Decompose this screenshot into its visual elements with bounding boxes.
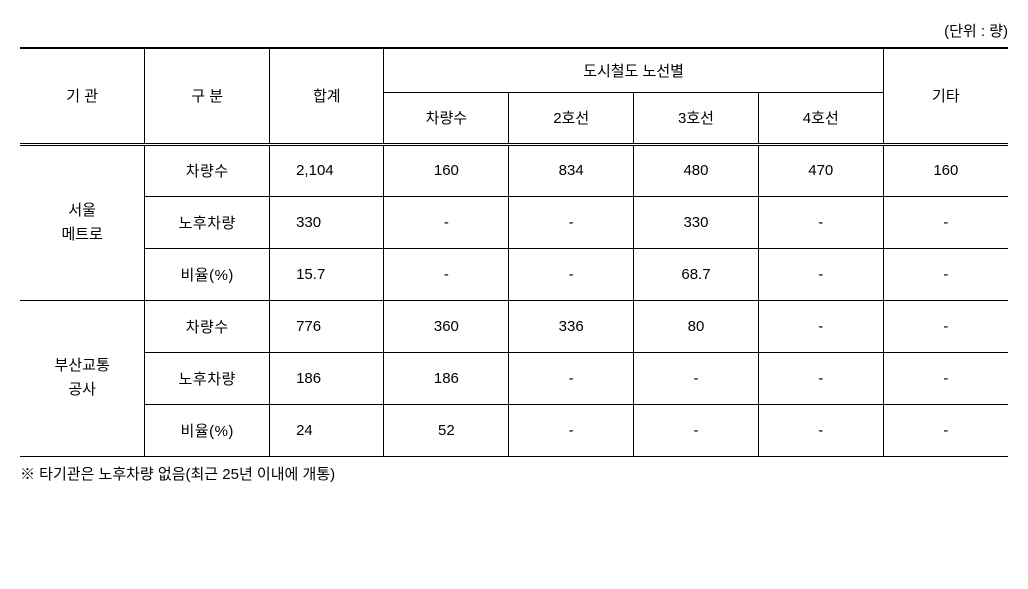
val-total: 24 — [270, 404, 384, 456]
val-total: 15.7 — [270, 248, 384, 300]
hdr-line-group: 도시철도 노선별 — [384, 48, 883, 92]
hdr-sub3: 3호선 — [634, 92, 759, 144]
table-body: 서울 메트로 차량수 2,104 160 834 480 470 160 노후차… — [20, 144, 1008, 456]
org-line2: 공사 — [68, 381, 96, 398]
hdr-etc: 기타 — [883, 48, 1008, 144]
cat-cell: 비율(%) — [145, 248, 270, 300]
org-line1: 서울 — [68, 202, 96, 219]
val-c3: 80 — [634, 300, 759, 352]
table-row: 부산교통 공사 차량수 776 360 336 80 - - — [20, 300, 1008, 352]
table-row: 노후차량 330 - - 330 - - — [20, 196, 1008, 248]
org-cell: 부산교통 공사 — [20, 300, 145, 456]
cat-cell: 비율(%) — [145, 404, 270, 456]
hdr-org: 기 관 — [20, 48, 145, 144]
val-c2: 834 — [509, 144, 634, 196]
val-c4: - — [758, 300, 883, 352]
unit-label: (단위 : 량) — [20, 20, 1008, 41]
hdr-sub1: 차량수 — [384, 92, 509, 144]
cat-cell: 노후차량 — [145, 196, 270, 248]
val-etc: - — [883, 248, 1008, 300]
table-row: 서울 메트로 차량수 2,104 160 834 480 470 160 — [20, 144, 1008, 196]
val-c1: 52 — [384, 404, 509, 456]
val-etc: - — [883, 352, 1008, 404]
val-c1: - — [384, 196, 509, 248]
table-container: (단위 : 량) 기 관 구 분 합계 도시철도 노선별 기타 차량수 2호선 … — [20, 20, 1008, 484]
val-c1: 360 — [384, 300, 509, 352]
data-table: 기 관 구 분 합계 도시철도 노선별 기타 차량수 2호선 3호선 4호선 서… — [20, 47, 1008, 457]
val-c3: - — [634, 404, 759, 456]
hdr-category: 구 분 — [145, 48, 270, 144]
val-c3: - — [634, 352, 759, 404]
val-etc: - — [883, 196, 1008, 248]
table-row: 비율(%) 15.7 - - 68.7 - - — [20, 248, 1008, 300]
cat-cell: 차량수 — [145, 144, 270, 196]
hdr-total: 합계 — [270, 48, 384, 144]
hdr-sub4: 4호선 — [758, 92, 883, 144]
val-total: 186 — [270, 352, 384, 404]
val-c2: 336 — [509, 300, 634, 352]
val-c4: - — [758, 248, 883, 300]
cat-cell: 노후차량 — [145, 352, 270, 404]
org-cell: 서울 메트로 — [20, 144, 145, 300]
val-c2: - — [509, 196, 634, 248]
table-row: 노후차량 186 186 - - - - — [20, 352, 1008, 404]
cat-cell: 차량수 — [145, 300, 270, 352]
footnote: ※ 타기관은 노후차량 없음(최근 25년 이내에 개통) — [20, 463, 1008, 484]
val-etc: - — [883, 404, 1008, 456]
val-c1: 160 — [384, 144, 509, 196]
val-total: 2,104 — [270, 144, 384, 196]
val-c3: 480 — [634, 144, 759, 196]
table-row: 비율(%) 24 52 - - - - — [20, 404, 1008, 456]
val-etc: 160 — [883, 144, 1008, 196]
hdr-sub2: 2호선 — [509, 92, 634, 144]
val-c1: 186 — [384, 352, 509, 404]
org-line1: 부산교통 — [55, 357, 110, 374]
val-c4: - — [758, 404, 883, 456]
val-c1: - — [384, 248, 509, 300]
val-c2: - — [509, 248, 634, 300]
val-c4: 470 — [758, 144, 883, 196]
org-line2: 메트로 — [61, 226, 102, 243]
val-c3: 68.7 — [634, 248, 759, 300]
val-c4: - — [758, 352, 883, 404]
val-total: 330 — [270, 196, 384, 248]
val-c2: - — [509, 404, 634, 456]
val-total: 776 — [270, 300, 384, 352]
val-c2: - — [509, 352, 634, 404]
val-c3: 330 — [634, 196, 759, 248]
val-etc: - — [883, 300, 1008, 352]
val-c4: - — [758, 196, 883, 248]
table-header: 기 관 구 분 합계 도시철도 노선별 기타 차량수 2호선 3호선 4호선 — [20, 48, 1008, 144]
